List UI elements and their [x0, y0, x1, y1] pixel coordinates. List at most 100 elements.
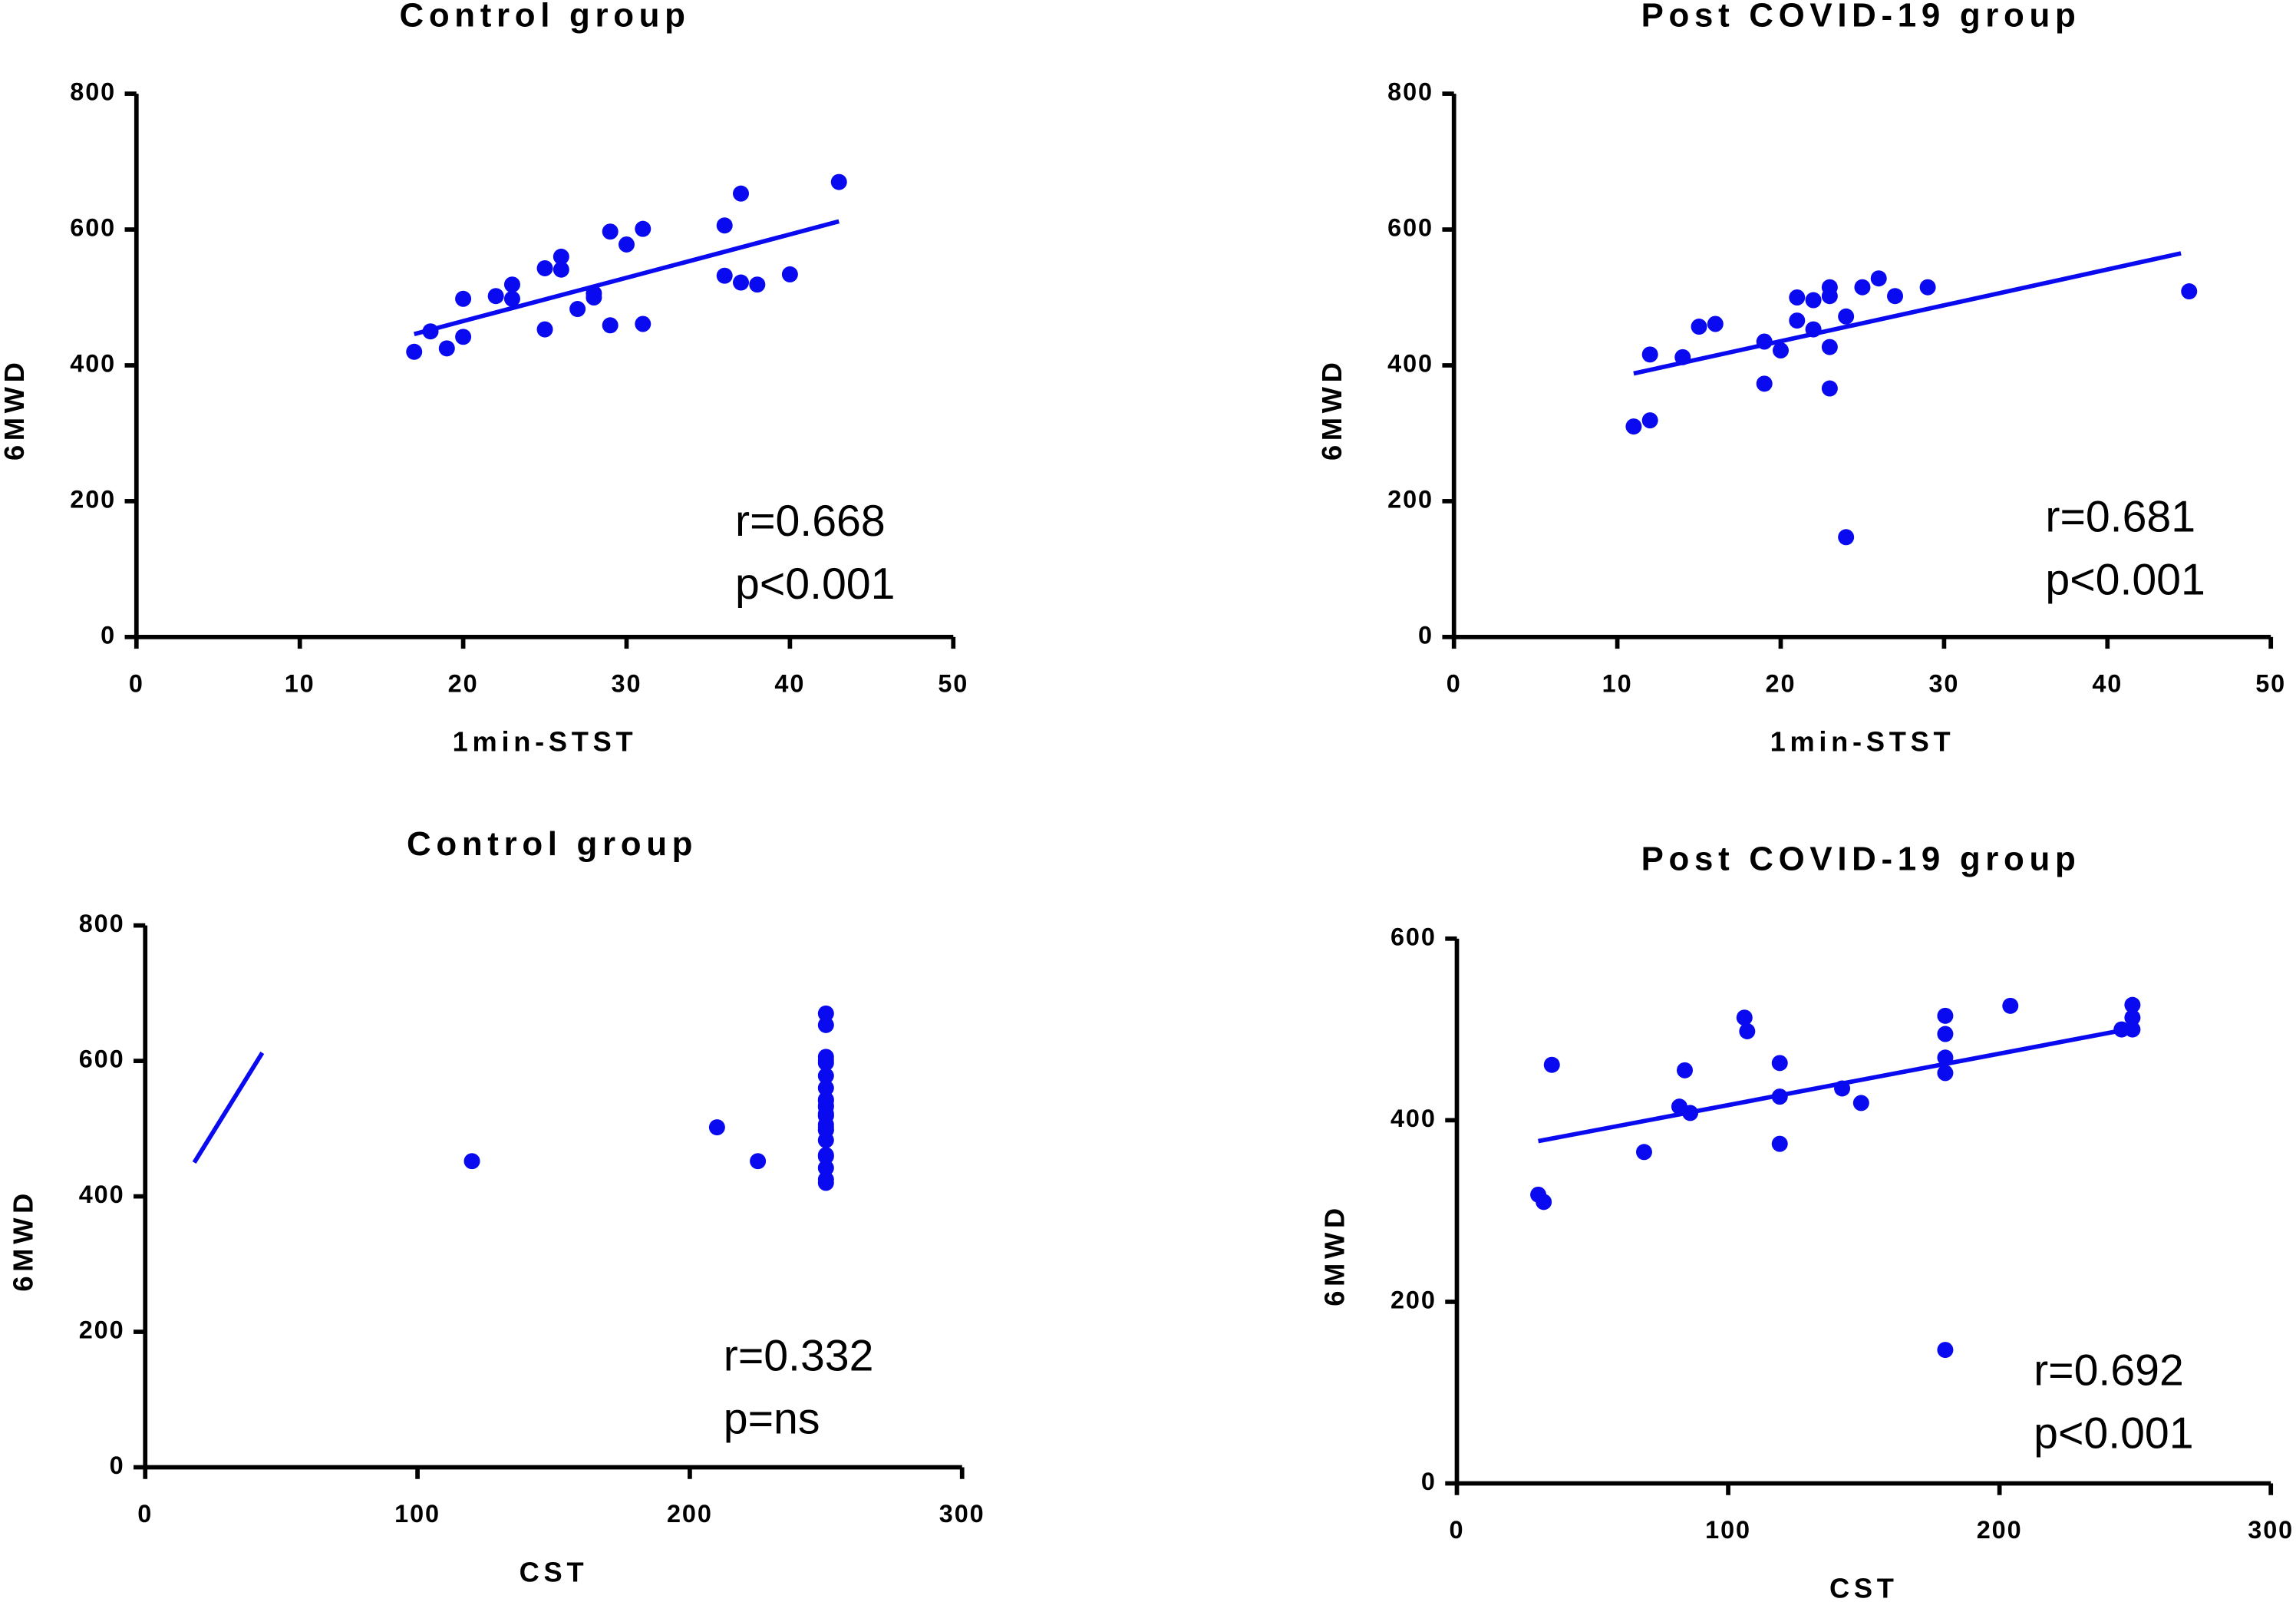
point — [586, 289, 602, 306]
point — [1937, 1026, 1954, 1042]
point — [1543, 1056, 1560, 1073]
x-axis-label: 1min-STST — [453, 726, 638, 758]
fit-line — [413, 219, 840, 337]
point — [1937, 1342, 1954, 1359]
point — [2124, 1021, 2141, 1038]
x-axis-label: CST — [520, 1556, 589, 1587]
point — [1677, 1062, 1693, 1078]
x-tick-label: 200 — [667, 1500, 713, 1528]
point — [1739, 1022, 1756, 1039]
point — [406, 343, 423, 360]
y-tick-label: 800 — [79, 910, 125, 937]
y-tick-label: 600 — [1387, 214, 1433, 242]
annotation: r=0.681 — [2045, 492, 2195, 541]
y-tick-label: 200 — [1387, 485, 1433, 513]
point — [602, 223, 619, 240]
x-tick-label: 40 — [774, 669, 805, 697]
point — [716, 217, 733, 234]
point — [817, 1160, 834, 1177]
x-tick-label: 30 — [612, 669, 642, 697]
fit-line — [192, 1052, 265, 1164]
x-tick-label: 0 — [1450, 1516, 1465, 1544]
y-tick-label: 400 — [70, 350, 116, 378]
point — [618, 236, 635, 253]
chart-title: Post COVID-19 group — [1641, 840, 2081, 877]
point — [2002, 997, 2019, 1014]
point — [463, 1153, 480, 1170]
point — [422, 323, 439, 340]
point — [1937, 1007, 1954, 1024]
point — [635, 315, 652, 332]
annotation: r=0.692 — [2034, 1346, 2184, 1396]
point — [635, 220, 652, 237]
point — [1870, 270, 1887, 287]
y-tick-label: 400 — [79, 1181, 125, 1208]
point — [503, 276, 520, 293]
y-axis-label: 6MWD — [0, 358, 30, 461]
point — [455, 290, 472, 307]
x-tick-label: 50 — [938, 669, 968, 697]
point — [750, 1153, 767, 1170]
point — [455, 329, 472, 345]
y-tick-label: 0 — [101, 621, 116, 649]
point — [1805, 321, 1822, 338]
point — [817, 1147, 834, 1164]
y-tick-label: 200 — [1390, 1286, 1437, 1313]
x-tick-label: 20 — [448, 669, 479, 697]
x-tick-label: 300 — [939, 1500, 985, 1528]
y-tick-label: 400 — [1387, 350, 1433, 378]
x-tick-label: 200 — [1977, 1516, 2023, 1544]
y-axis-label: 6MWD — [7, 1189, 38, 1292]
point — [817, 1005, 834, 1022]
x-tick-label: 0 — [129, 669, 144, 697]
annotation: r=0.668 — [735, 497, 886, 546]
y-tick-label: 200 — [79, 1316, 125, 1344]
point — [1838, 308, 1855, 325]
y-tick-label: 200 — [70, 485, 116, 513]
point — [817, 1097, 834, 1114]
point — [1691, 319, 1707, 335]
point — [1707, 315, 1724, 332]
annotation: p<0.001 — [2034, 1409, 2193, 1458]
point — [1641, 412, 1658, 429]
fit-line — [1538, 1027, 2128, 1144]
point — [817, 1131, 834, 1148]
point — [1773, 342, 1789, 358]
y-tick-label: 0 — [110, 1452, 125, 1479]
point — [817, 1016, 834, 1033]
point — [817, 1068, 834, 1085]
point — [1756, 375, 1773, 392]
point — [817, 1171, 834, 1188]
x-axis-label: CST — [1829, 1572, 1898, 1602]
x-tick-label: 0 — [137, 1500, 153, 1528]
x-tick-label: 300 — [2248, 1516, 2294, 1544]
point — [1805, 292, 1822, 309]
point — [1756, 333, 1773, 350]
point — [1838, 529, 1855, 546]
point — [2124, 1009, 2141, 1026]
annotation: p=ns — [724, 1394, 820, 1443]
point — [1674, 348, 1691, 365]
point — [602, 317, 619, 334]
point — [1536, 1194, 1552, 1211]
point — [569, 301, 586, 318]
point — [2181, 283, 2198, 300]
point — [487, 288, 504, 305]
x-tick-label: 10 — [1602, 669, 1633, 697]
point — [1852, 1095, 1869, 1111]
point — [1736, 1009, 1753, 1026]
point — [1937, 1065, 1954, 1082]
point — [1771, 1088, 1788, 1105]
y-tick-label: 600 — [79, 1045, 125, 1073]
x-axis-label: 1min-STST — [1770, 726, 1955, 758]
point — [1821, 380, 1838, 397]
point — [733, 274, 750, 291]
point — [1635, 1144, 1652, 1161]
x-tick-label: 100 — [394, 1500, 440, 1528]
chart-title: Control group — [399, 0, 690, 34]
point — [1854, 279, 1871, 296]
point — [1821, 288, 1838, 305]
x-tick-label: 100 — [1705, 1516, 1751, 1544]
point — [503, 290, 520, 307]
